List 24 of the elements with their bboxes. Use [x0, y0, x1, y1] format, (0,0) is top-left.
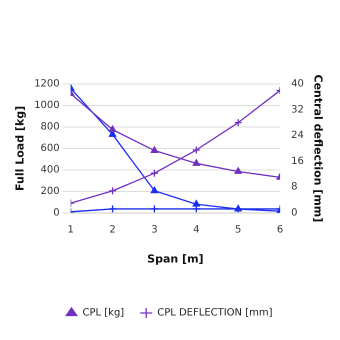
- x-tick-label: 3: [151, 224, 158, 236]
- y2-tick-label: 16: [291, 156, 304, 167]
- y2-tick-label: 8: [291, 182, 298, 193]
- y2-tick-label: 32: [291, 104, 304, 116]
- y2-tick-label: 24: [291, 130, 304, 142]
- y-tick-label: 800: [40, 122, 60, 133]
- x-tick-label: 5: [235, 224, 242, 236]
- y-axis-title: Full Load [kg]: [13, 106, 26, 191]
- y-tick-label: 0: [53, 207, 60, 218]
- legend-label: CPL [kg]: [82, 308, 124, 319]
- y-tick-label: 1200: [34, 78, 60, 90]
- y-tick-label: 400: [40, 164, 60, 176]
- y-tick-label: 1000: [34, 100, 60, 112]
- y-tick-label: 600: [40, 142, 60, 154]
- x-tick-label: 1: [67, 224, 74, 236]
- x-tick-label: 6: [276, 224, 284, 236]
- y2-tick-label: 40: [291, 78, 304, 90]
- y-tick-label: 200: [40, 186, 60, 197]
- y2-axis-title: Central deflection [mm]: [312, 74, 325, 222]
- x-tick-label: 4: [193, 224, 200, 236]
- x-tick-label: 2: [109, 224, 116, 236]
- legend-label: CPL DEFLECTION [mm]: [157, 308, 273, 319]
- y2-tick-label: 0: [291, 207, 298, 218]
- x-axis-title: Span [m]: [147, 252, 204, 266]
